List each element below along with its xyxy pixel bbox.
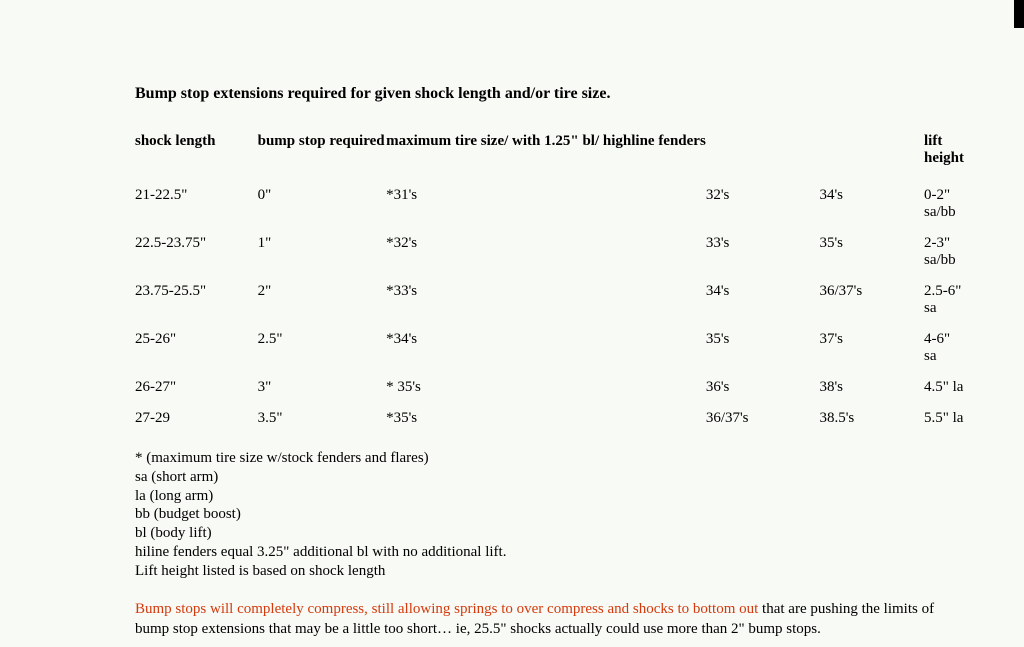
table-row: 26-27" 3" * 35's 36's 38's 4.5" la — [135, 379, 964, 410]
corner-mark — [1014, 0, 1024, 28]
cell-t3: 35's — [819, 235, 924, 283]
cell-bump: 3" — [258, 379, 386, 410]
header-tire-size-label: maximum tire size/ with 1.25" bl/ highli… — [386, 133, 706, 149]
table-row: 25-26" 2.5" *34's 35's 37's 4-6" sa — [135, 331, 964, 379]
cell-bump: 1" — [258, 235, 386, 283]
cell-t2: 36/37's — [706, 410, 820, 441]
cell-t3: 36/37's — [819, 283, 924, 331]
table-row: 22.5-23.75" 1" *32's 33's 35's 2-3" sa/b… — [135, 235, 964, 283]
page-title: Bump stop extensions required for given … — [135, 85, 964, 103]
cell-lift: 4.5" la — [924, 379, 964, 410]
note-line: sa (short arm) — [135, 468, 964, 487]
cell-t1: *32's — [386, 235, 706, 283]
cell-t1: *34's — [386, 331, 706, 379]
cell-shock: 26-27" — [135, 379, 258, 410]
note-line: bl (body lift) — [135, 524, 964, 543]
cell-shock: 25-26" — [135, 331, 258, 379]
header-bump-stop: bump stop required — [258, 133, 386, 187]
cell-t2: 35's — [706, 331, 820, 379]
cell-lift: 2.5-6" sa — [924, 283, 964, 331]
cell-t1: *31's — [386, 187, 706, 235]
cell-t1: * 35's — [386, 379, 706, 410]
table-header-row: shock length bump stop required maximum … — [135, 133, 964, 187]
cell-t1: *33's — [386, 283, 706, 331]
cell-t3: 38's — [819, 379, 924, 410]
warning-paragraph: Bump stops will completely compress, sti… — [135, 600, 935, 639]
data-table: shock length bump stop required maximum … — [135, 133, 964, 441]
header-lift-height: lift height — [924, 133, 964, 187]
cell-shock: 27-29 — [135, 410, 258, 441]
warning-highlight: Bump stops will completely compress, sti… — [135, 601, 758, 617]
note-line: * (maximum tire size w/stock fenders and… — [135, 449, 964, 468]
note-line: Lift height listed is based on shock len… — [135, 562, 964, 581]
cell-t2: 32's — [706, 187, 820, 235]
header-tire-size: maximum tire size/ with 1.25" bl/ highli… — [386, 133, 706, 187]
cell-shock: 21-22.5" — [135, 187, 258, 235]
cell-shock: 22.5-23.75" — [135, 235, 258, 283]
table-row: 23.75-25.5" 2" *33's 34's 36/37's 2.5-6"… — [135, 283, 964, 331]
header-spacer-1 — [706, 133, 820, 187]
note-line: hiline fenders equal 3.25" additional bl… — [135, 543, 964, 562]
cell-t2: 36's — [706, 379, 820, 410]
cell-lift: 2-3" sa/bb — [924, 235, 964, 283]
cell-bump: 3.5" — [258, 410, 386, 441]
cell-t2: 33's — [706, 235, 820, 283]
note-line: la (long arm) — [135, 487, 964, 506]
table-row: 27-29 3.5" *35's 36/37's 38.5's 5.5" la — [135, 410, 964, 441]
cell-bump: 2.5" — [258, 331, 386, 379]
cell-lift: 0-2" sa/bb — [924, 187, 964, 235]
cell-lift: 5.5" la — [924, 410, 964, 441]
legend-notes: * (maximum tire size w/stock fenders and… — [135, 449, 964, 580]
document-page: Bump stop extensions required for given … — [0, 0, 1024, 647]
cell-t2: 34's — [706, 283, 820, 331]
header-spacer-2 — [819, 133, 924, 187]
cell-t3: 34's — [819, 187, 924, 235]
cell-bump: 2" — [258, 283, 386, 331]
cell-t1: *35's — [386, 410, 706, 441]
table-row: 21-22.5" 0" *31's 32's 34's 0-2" sa/bb — [135, 187, 964, 235]
note-line: bb (budget boost) — [135, 505, 964, 524]
header-shock-length: shock length — [135, 133, 258, 187]
cell-shock: 23.75-25.5" — [135, 283, 258, 331]
cell-t3: 38.5's — [819, 410, 924, 441]
cell-t3: 37's — [819, 331, 924, 379]
cell-bump: 0" — [258, 187, 386, 235]
cell-lift: 4-6" sa — [924, 331, 964, 379]
